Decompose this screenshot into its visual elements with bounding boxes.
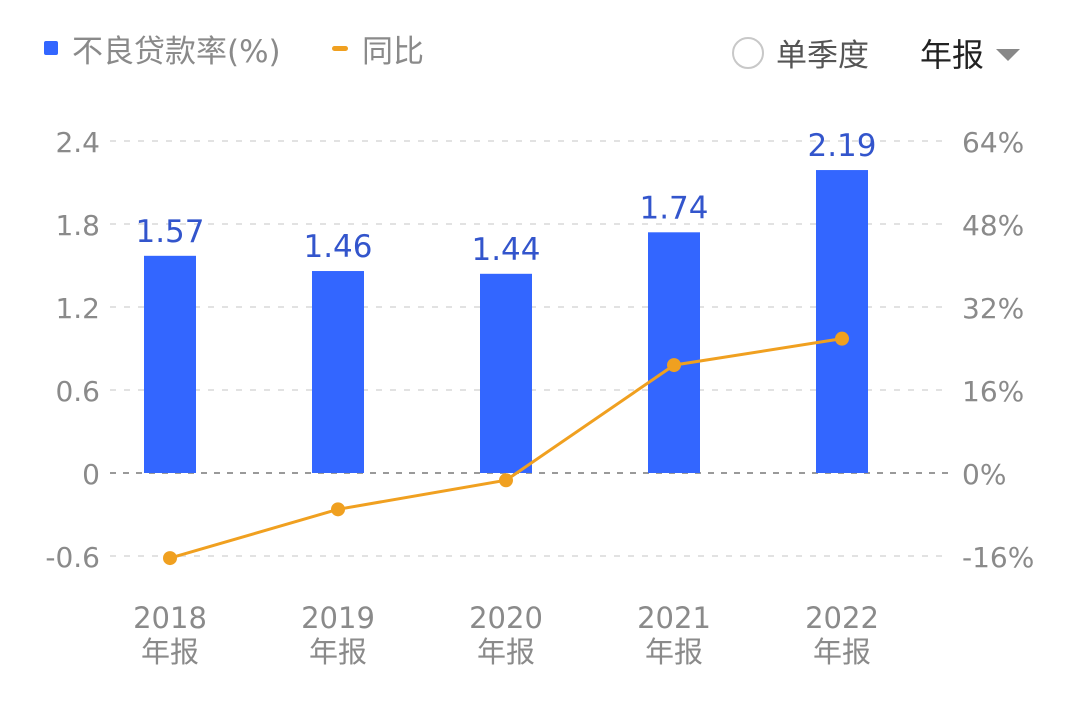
- y-tick-label-right: 48%: [962, 209, 1024, 242]
- legend-square-icon: [44, 41, 58, 55]
- bar: [144, 255, 196, 473]
- y-tick-label-left: -0.6: [45, 541, 100, 574]
- legend-item-npl-ratio[interactable]: 不良贷款率(%): [44, 26, 281, 70]
- y-tick-label-right: -16%: [962, 541, 1034, 574]
- y-tick-label-left: 1.2: [55, 292, 100, 325]
- bar: [816, 170, 868, 474]
- y-tick-label-right: 16%: [962, 375, 1024, 408]
- yoy-point: [331, 502, 345, 517]
- y-tick-label-left: 0: [82, 458, 100, 491]
- legend-item-yoy[interactable]: 同比: [332, 26, 424, 70]
- x-tick-sublabel: 年报: [141, 635, 199, 669]
- radio-unchecked-icon: [732, 36, 764, 69]
- yoy-point: [835, 331, 849, 346]
- x-tick-label: 2021: [637, 601, 711, 635]
- y-tick-label-right: 0%: [962, 458, 1006, 491]
- legend-label: 同比: [362, 33, 424, 70]
- legend-label: 不良贷款率(%): [72, 33, 281, 70]
- x-tick-label: 2020: [469, 601, 543, 635]
- x-tick-sublabel: 年报: [309, 635, 367, 669]
- legend-dash-icon: [332, 45, 348, 51]
- x-tick-label: 2019: [301, 601, 375, 635]
- bar: [648, 232, 700, 473]
- y-tick-label-right: 64%: [962, 126, 1024, 159]
- bar-value-label: 1.44: [471, 232, 540, 268]
- bar: [312, 271, 364, 473]
- bar-value-label: 1.57: [135, 214, 204, 250]
- y-tick-label-left: 1.8: [55, 209, 100, 242]
- x-tick-label: 2018: [133, 601, 207, 635]
- yoy-point: [499, 473, 513, 488]
- period-selected-label: 年报: [920, 36, 985, 74]
- single-quarter-radio[interactable]: 单季度: [732, 30, 869, 75]
- bar-value-label: 1.74: [639, 190, 708, 226]
- y-tick-label-left: 2.4: [55, 126, 100, 159]
- y-tick-label-right: 32%: [962, 292, 1024, 325]
- period-dropdown[interactable]: 年报: [920, 30, 1021, 76]
- y-tick-label-left: 0.6: [55, 375, 100, 408]
- yoy-point: [163, 551, 177, 566]
- chart-header: 不良贷款率(%) 同比 单季度 年报: [0, 0, 1080, 100]
- bar-value-label: 2.19: [807, 128, 876, 164]
- x-tick-sublabel: 年报: [813, 635, 871, 669]
- x-tick-sublabel: 年报: [645, 635, 703, 669]
- bar-value-label: 1.46: [303, 229, 372, 265]
- yoy-point: [667, 358, 681, 373]
- x-tick-label: 2022: [805, 601, 879, 635]
- x-tick-sublabel: 年报: [477, 635, 535, 669]
- chevron-down-icon: [996, 49, 1021, 61]
- bar: [480, 273, 532, 473]
- single-quarter-label: 单季度: [776, 38, 869, 74]
